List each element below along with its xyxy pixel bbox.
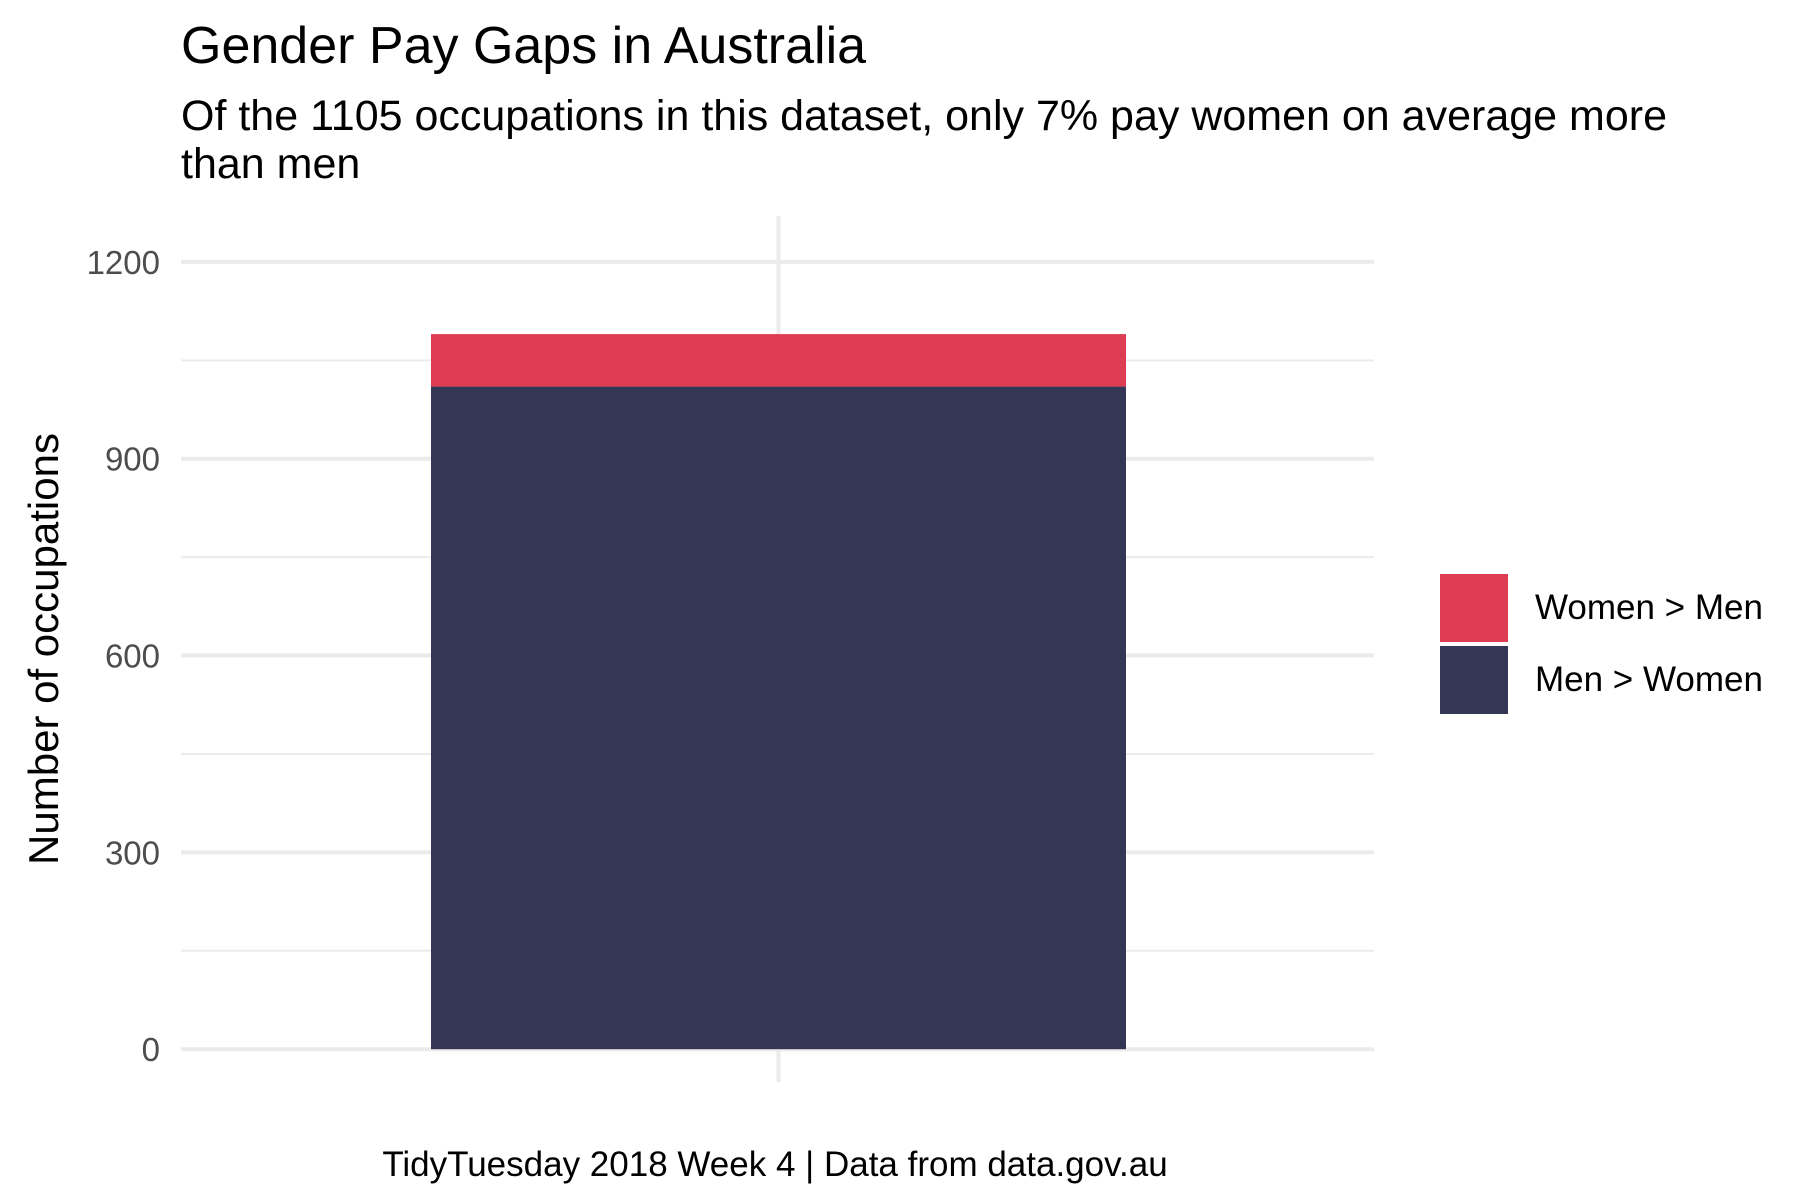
y-tick-label: 1200 — [87, 244, 160, 281]
bar-stack — [431, 334, 1126, 1050]
y-tick-label: 600 — [105, 638, 160, 675]
legend-item: Men > Women — [1440, 646, 1763, 714]
legend-key — [1440, 574, 1508, 642]
y-tick-label: 300 — [105, 834, 160, 871]
legend-key — [1440, 646, 1508, 714]
legend: Women > Men Men > Women — [1440, 574, 1763, 718]
y-axis-title: Number of occupations — [20, 433, 67, 865]
legend-label: Men > Women — [1535, 660, 1763, 699]
chart-subtitle: Of the 1105 occupations in this dataset,… — [181, 92, 1667, 188]
y-tick-label: 0 — [142, 1031, 160, 1068]
bar-segment-men-women — [431, 386, 1126, 1050]
legend-label: Women > Men — [1535, 588, 1763, 627]
y-tick-labels: 0 300 600 900 1200 — [87, 244, 160, 1068]
chart-caption: TidyTuesday 2018 Week 4 | Data from data… — [382, 1145, 1168, 1184]
legend-item: Women > Men — [1440, 574, 1763, 642]
chart-title: Gender Pay Gaps in Australia — [181, 17, 867, 75]
bar-segment-women-men — [431, 334, 1126, 387]
y-tick-label: 900 — [105, 441, 160, 478]
